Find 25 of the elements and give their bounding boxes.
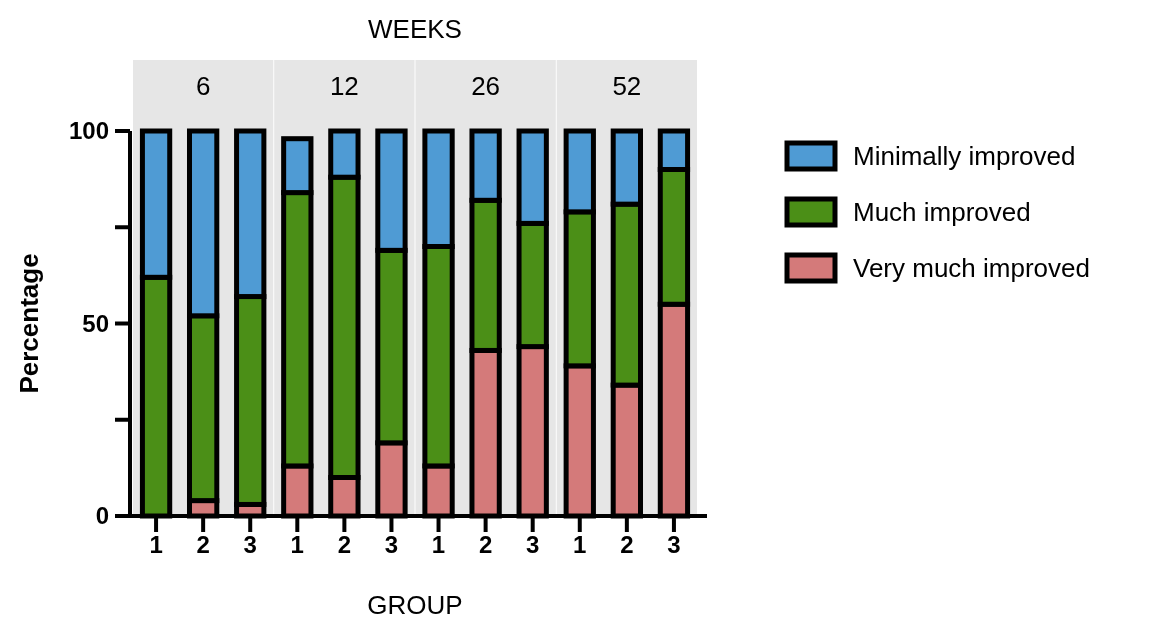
x-tick-label: 1 [431, 531, 446, 558]
x-tick-label: 3 [667, 531, 681, 558]
text: 52 [612, 71, 642, 101]
chart-title: WEEKS [368, 14, 462, 44]
text: 12 [329, 71, 359, 101]
x-tick-label: 3 [243, 531, 257, 558]
x-tick-label: 2 [620, 531, 634, 558]
text: 26 [471, 71, 501, 101]
legend-label: Minimally improved [853, 141, 1076, 172]
x-tick-label: 3 [384, 531, 399, 558]
y-tick-label: 50 [82, 309, 109, 337]
text: 6 [195, 71, 211, 101]
x-tick-label: 2 [196, 531, 210, 558]
x-axis-title: GROUP [367, 590, 463, 620]
x-tick-label: 2 [337, 531, 352, 558]
y-tick-label: 100 [68, 117, 109, 145]
x-tick-label: 1 [573, 531, 587, 558]
x-tick-label: 1 [290, 531, 304, 558]
legend-label: Much improved [853, 197, 1031, 228]
x-tick-label: 3 [526, 531, 540, 558]
y-tick-label: 0 [95, 502, 109, 530]
legend-label: Very much improved [853, 253, 1090, 284]
x-tick-label: 2 [478, 531, 493, 558]
y-axis-title: Percentage [14, 253, 44, 394]
x-tick-label: 1 [149, 531, 163, 558]
